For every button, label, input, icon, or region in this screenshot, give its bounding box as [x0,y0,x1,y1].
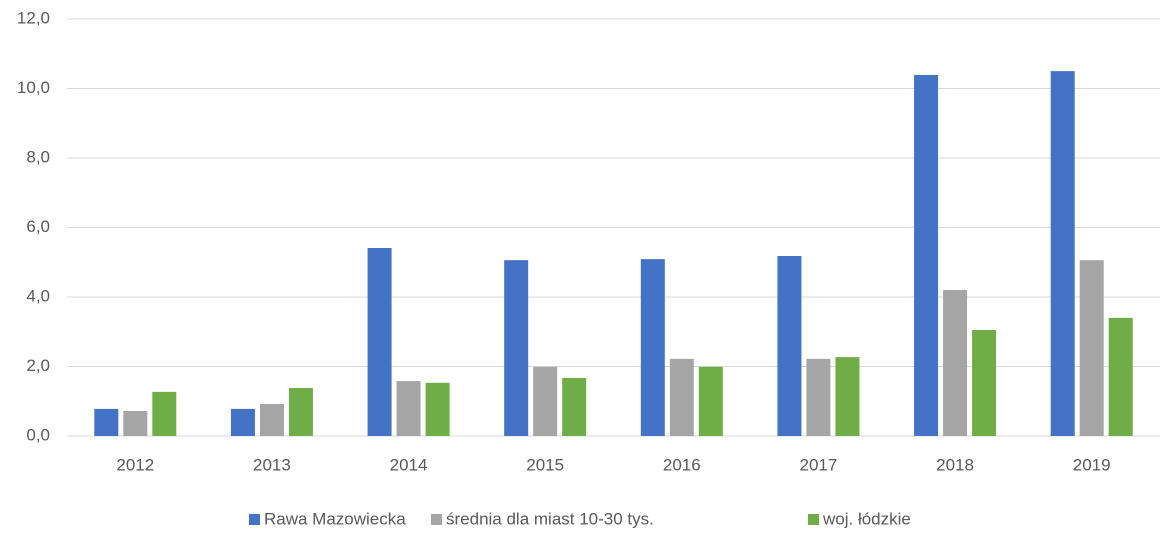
bar [504,260,529,436]
bar [562,377,587,436]
y-tick-label: 8,0 [26,147,50,166]
x-tick-label: 2018 [936,455,974,474]
bar [943,290,968,436]
bar [698,366,723,436]
y-tick-label: 0,0 [26,425,50,444]
legend-swatch [431,514,442,525]
legend-label: woj. łódzkie [822,509,911,528]
x-tick-label: 2013 [253,455,291,474]
bar [152,391,177,436]
bar [1050,71,1075,436]
bar [972,330,997,436]
x-tick-label: 2016 [663,455,701,474]
y-tick-label: 6,0 [26,217,50,236]
bar [425,382,450,436]
bar [806,358,831,436]
bar [367,248,392,436]
y-tick-label: 12,0 [17,8,50,27]
x-tick-label: 2014 [390,455,428,474]
x-tick-label: 2019 [1073,455,1111,474]
bar [259,404,284,436]
bar [1079,260,1104,436]
y-tick-label: 4,0 [26,286,50,305]
legend-swatch [808,514,819,525]
x-tick-label: 2012 [116,455,154,474]
legend-label: Rawa Mazowiecka [264,509,406,528]
bar [640,259,665,436]
bar [835,357,860,436]
bar [669,358,694,436]
bar [914,74,939,436]
bar [123,410,148,436]
y-tick-label: 10,0 [17,78,50,97]
x-tick-label: 2017 [800,455,838,474]
bar [533,366,558,436]
bar [288,388,313,436]
bar [1108,317,1133,436]
legend-label: średnia dla miast 10-30 tys. [446,509,654,528]
legend-swatch [249,514,260,525]
x-tick-label: 2015 [526,455,564,474]
bar [396,381,421,436]
bar [230,408,255,436]
y-tick-label: 2,0 [26,356,50,375]
bar [777,255,802,436]
bar [94,408,119,436]
